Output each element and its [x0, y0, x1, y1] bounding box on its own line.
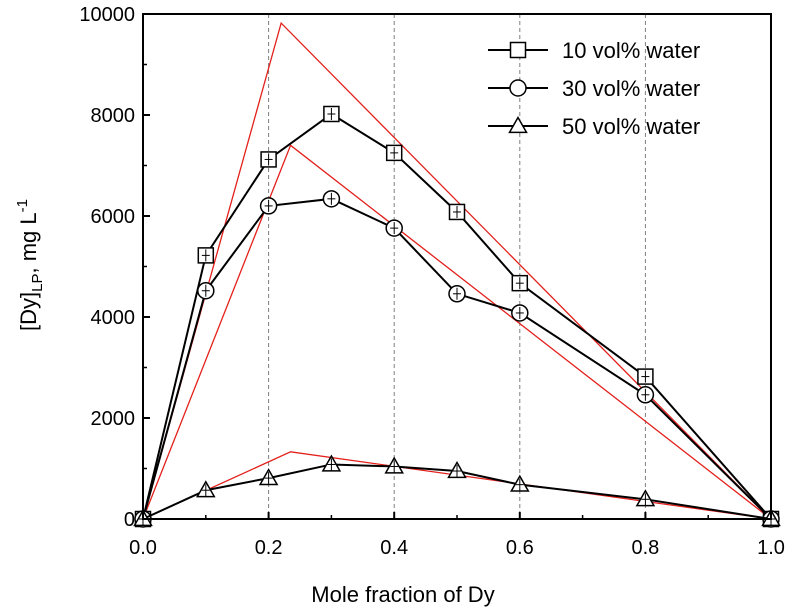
y-tick-label: 4000: [91, 307, 136, 329]
y-tick-label: 0: [124, 509, 135, 531]
series-triangle: [133, 454, 781, 527]
legend-marker-circle: [509, 79, 527, 97]
y-axis-title: [Dy]LP, mg L-1: [14, 199, 46, 331]
x-tick-label: 0.8: [631, 537, 659, 559]
legend-label: 30 vol% water: [562, 76, 700, 101]
y-axis-title-superscript: -1: [14, 199, 31, 212]
x-axis-title: Mole fraction of Dy: [311, 582, 494, 607]
y-tick-label: 6000: [91, 206, 136, 228]
y-tick-label: 2000: [91, 408, 136, 430]
x-tick-label: 0.0: [129, 537, 157, 559]
x-tick-label: 0.4: [380, 537, 408, 559]
x-tick-label: 0.2: [255, 537, 283, 559]
y-axis-title-unit: , mg L: [16, 212, 41, 273]
x-tick-label: 0.6: [506, 537, 534, 559]
y-tick-label: 10000: [79, 4, 135, 26]
legend-marker-square: [509, 41, 527, 59]
fit-line-1: [142, 144, 772, 520]
y-axis-title-subscript: LP: [29, 274, 46, 292]
series-line: [142, 112, 772, 520]
legend: 10 vol% water 30 vol% water 50 vol% water: [488, 38, 700, 139]
legend-marker-triangle: [508, 115, 528, 134]
axis-ticks: 0.0 0.2 0.4 0.6 0.8 1.0 0 2000 4000 6000 8000 10000: [79, 4, 785, 559]
gridlines: [268, 14, 646, 519]
legend-label: 10 vol% water: [562, 38, 700, 63]
x-tick-label: 1.0: [757, 537, 785, 559]
legend-label: 50 vol% water: [562, 114, 700, 139]
y-tick-label: 8000: [91, 105, 136, 127]
y-axis-title-main: [Dy]: [16, 292, 41, 331]
data-series: [133, 105, 781, 528]
